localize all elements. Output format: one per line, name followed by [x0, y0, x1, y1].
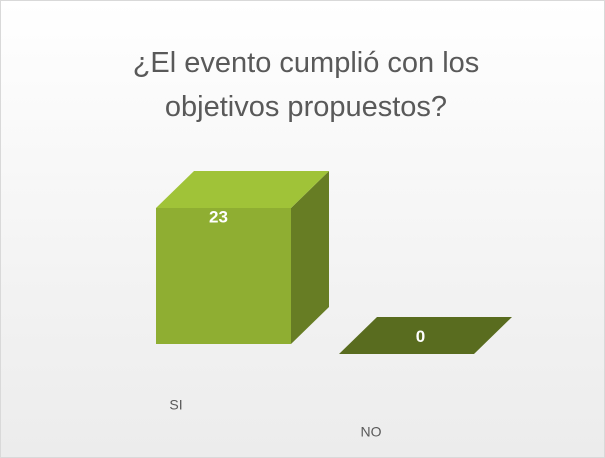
bar-top — [156, 171, 329, 208]
chart-title: ¿El evento cumplió con los objetivos pro… — [132, 47, 480, 123]
x-tick-label: SI — [169, 397, 182, 413]
data-label: 23 — [209, 207, 228, 226]
x-tick-label: NO — [361, 424, 382, 440]
bar — [156, 171, 329, 344]
data-label: 0 — [416, 327, 425, 346]
bar — [339, 317, 512, 354]
bar-top — [339, 317, 512, 354]
bar-front — [156, 208, 291, 344]
bar-side — [291, 171, 329, 344]
